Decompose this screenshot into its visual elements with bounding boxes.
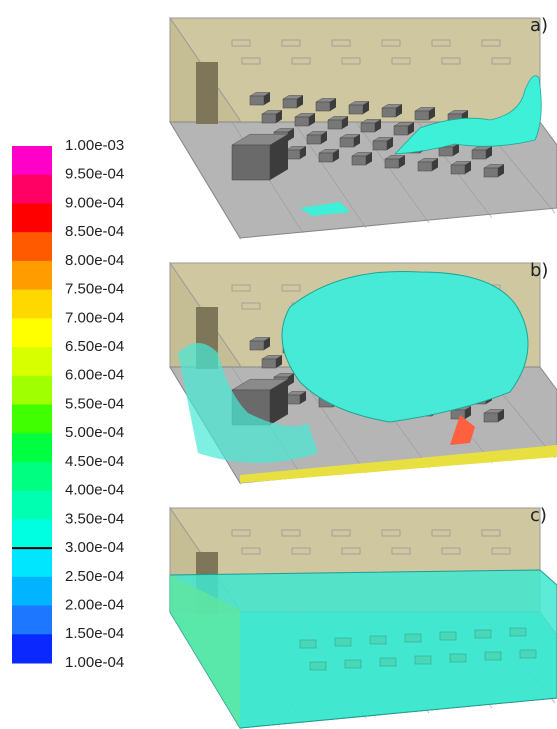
block [484, 413, 498, 422]
block [295, 117, 309, 126]
figure: 1.00e-03 9.50e-04 9.00e-04 8.50e-04 8.00e-04… [0, 0, 557, 729]
block [319, 153, 333, 162]
tick-label: 6.50e-04 [65, 338, 124, 355]
block [232, 145, 270, 180]
panel-label: a) [530, 15, 548, 36]
block [484, 168, 498, 177]
color-band [12, 491, 52, 520]
tick-label: 3.50e-04 [65, 510, 124, 527]
block [510, 628, 526, 636]
tick-label: 5.50e-04 [65, 395, 124, 412]
block [250, 341, 264, 350]
color-band [12, 203, 52, 232]
color-band [12, 376, 52, 405]
color-band [12, 606, 52, 635]
tick-label: 4.00e-04 [65, 482, 124, 499]
block [316, 102, 330, 111]
block [439, 147, 453, 156]
color-band [12, 433, 52, 462]
tick-label: 1.50e-04 [65, 625, 124, 642]
block [394, 126, 408, 135]
tick-label: 2.00e-04 [65, 597, 124, 614]
block [262, 114, 276, 123]
block [415, 656, 431, 664]
block [380, 658, 396, 666]
tick-label: 2.50e-04 [65, 568, 124, 585]
color-band [12, 290, 52, 319]
color-band [12, 577, 52, 606]
block [328, 120, 342, 129]
tick-label: 7.00e-04 [65, 309, 124, 326]
block [418, 162, 432, 171]
block [286, 150, 300, 159]
color-band [12, 405, 52, 434]
door [196, 62, 218, 124]
panel: b) [170, 260, 557, 483]
block [485, 652, 501, 660]
block [349, 105, 363, 114]
block [361, 123, 375, 132]
tick-label: 1.00e-04 [65, 654, 124, 671]
block [415, 111, 429, 120]
panel-label: b) [530, 260, 548, 281]
block [370, 636, 386, 644]
tick-label: 3.00e-04 [65, 539, 124, 556]
tick-label: 9.00e-04 [65, 194, 124, 211]
block [450, 654, 466, 662]
panel: c) [170, 505, 557, 728]
block [352, 156, 366, 165]
panel: a) [170, 15, 557, 238]
block [340, 138, 354, 147]
color-band [12, 175, 52, 204]
block [250, 96, 264, 105]
color-band [12, 548, 52, 577]
color-band [12, 232, 52, 261]
colorbar: 1.00e-03 9.50e-04 9.00e-04 8.50e-04 8.00e-04… [12, 137, 124, 671]
block [472, 150, 486, 159]
tick-label: 5.00e-04 [65, 424, 124, 441]
color-band [12, 261, 52, 290]
color-band [12, 347, 52, 376]
block [262, 359, 276, 368]
color-band [12, 634, 52, 663]
tick-label: 8.50e-04 [65, 223, 124, 240]
block [335, 638, 351, 646]
color-band [12, 462, 52, 491]
tick-label: 6.00e-04 [65, 367, 124, 384]
tick-label: 4.50e-04 [65, 453, 124, 470]
tick-label: 9.50e-04 [65, 166, 124, 183]
block [440, 632, 456, 640]
color-band [12, 318, 52, 347]
block [382, 108, 396, 117]
color-band [12, 519, 52, 548]
block [475, 630, 491, 638]
block [283, 99, 297, 108]
color-band [12, 146, 52, 175]
panels: a) b) c) [170, 15, 557, 728]
block [286, 395, 300, 404]
block [300, 640, 316, 648]
block [385, 159, 399, 168]
tick-label: 8.00e-04 [65, 252, 124, 269]
tick-label: 1.00e-03 [65, 137, 124, 154]
block [451, 165, 465, 174]
block [345, 660, 361, 668]
block [405, 634, 421, 642]
tick-label: 7.50e-04 [65, 281, 124, 298]
block [520, 650, 536, 658]
block [307, 135, 321, 144]
panel-label: c) [530, 505, 547, 526]
block [310, 662, 326, 670]
block [373, 141, 387, 150]
